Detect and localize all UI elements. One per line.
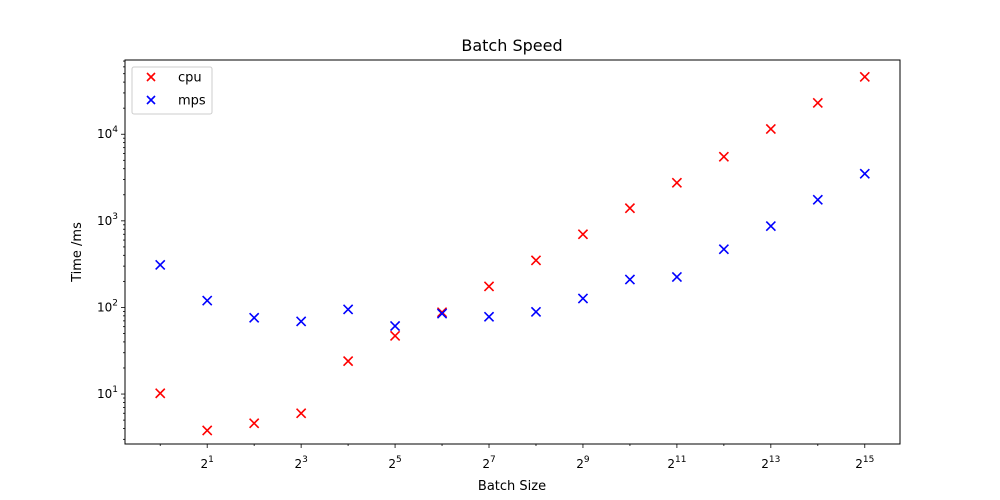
mps-point-2 [202, 295, 213, 306]
mps-point-14 [765, 220, 776, 232]
x-tick-exponent: 9 [584, 455, 590, 465]
x-tick-base: 2 [388, 457, 396, 471]
mps-point-9 [530, 306, 542, 317]
y-tick-label: 103 [97, 212, 118, 228]
mps-point-15 [812, 194, 823, 205]
cpu-point-11 [624, 203, 636, 214]
y-tick-label: 104 [97, 125, 118, 141]
x-tick-exponent: 15 [863, 455, 874, 465]
mps-point-4 [296, 316, 307, 327]
cpu-point-6 [389, 330, 401, 341]
x-tick-exponent: 13 [769, 455, 780, 465]
x-axis-ticks: 21 23 25 27 29 211 213 215 [159, 444, 874, 471]
x-tick-label: 213 [761, 455, 780, 471]
x-tick-base: 2 [201, 457, 209, 471]
mps-point-12 [671, 271, 683, 283]
y-tick-exponent: 2 [112, 298, 118, 308]
y-axis-label: Time /ms [70, 222, 85, 283]
x-tick-label: 211 [667, 455, 686, 471]
x-tick-label: 23 [294, 455, 307, 471]
y-tick-exponent: 1 [112, 385, 118, 395]
cpu-point-8 [483, 281, 495, 292]
x-tick-exponent: 7 [490, 455, 496, 465]
cpu-point-1 [155, 388, 166, 399]
cpu-point-14 [765, 123, 776, 135]
cpu-point-15 [812, 97, 823, 109]
y-tick-exponent: 3 [112, 212, 118, 222]
cpu-point-4 [296, 408, 307, 419]
cpu-point-10 [577, 229, 589, 240]
mps-point-11 [624, 274, 636, 285]
cpu-point-3 [249, 418, 260, 429]
mps-point-10 [577, 293, 589, 304]
data-points [155, 71, 870, 436]
x-axis-label: Batch Size [478, 479, 546, 494]
x-tick-exponent: 3 [302, 455, 308, 465]
cpu-point-16 [859, 71, 870, 82]
legend-mps-marker-icon [146, 95, 156, 105]
x-tick-base: 2 [761, 457, 769, 471]
y-tick-label: 101 [97, 385, 118, 401]
mps-point-13 [718, 244, 729, 255]
chart-title: Batch Speed [461, 36, 562, 55]
x-tick-label: 25 [388, 455, 401, 471]
x-tick-base: 2 [482, 457, 490, 471]
x-tick-base: 2 [855, 457, 863, 471]
x-tick-label: 27 [482, 455, 495, 471]
y-tick-base: 10 [97, 214, 112, 228]
mps-point-8 [483, 311, 495, 322]
x-tick-label: 21 [201, 455, 214, 471]
y-tick-label: 102 [97, 298, 118, 314]
y-tick-base: 10 [97, 127, 112, 141]
cpu-point-2 [202, 425, 213, 436]
mps-point-5 [342, 304, 354, 315]
x-tick-base: 2 [576, 457, 584, 471]
cpu-point-13 [718, 151, 729, 162]
x-tick-exponent: 1 [208, 455, 214, 465]
cpu-point-5 [342, 355, 354, 367]
y-tick-base: 10 [97, 387, 112, 401]
mps-point-7 [436, 308, 448, 319]
mps-point-6 [389, 320, 401, 332]
y-tick-exponent: 4 [112, 125, 118, 135]
cpu-point-7 [436, 307, 448, 318]
legend-cpu-marker-icon [146, 72, 156, 82]
legend-mps-label: mps [178, 94, 206, 109]
legend: cpu mps [131, 66, 213, 115]
mps-point-16 [859, 168, 870, 179]
cpu-point-9 [530, 255, 542, 266]
x-tick-label: 215 [855, 455, 874, 471]
x-tick-base: 2 [667, 457, 675, 471]
x-tick-exponent: 11 [675, 455, 686, 465]
y-tick-base: 10 [97, 300, 112, 314]
cpu-point-12 [671, 177, 683, 188]
mps-point-1 [155, 259, 166, 271]
legend-cpu-label: cpu [178, 71, 202, 86]
mps-point-3 [249, 312, 260, 323]
plot-frame [124, 59, 901, 445]
x-tick-base: 2 [294, 457, 302, 471]
x-tick-label: 29 [576, 455, 590, 471]
x-tick-exponent: 5 [396, 455, 402, 465]
